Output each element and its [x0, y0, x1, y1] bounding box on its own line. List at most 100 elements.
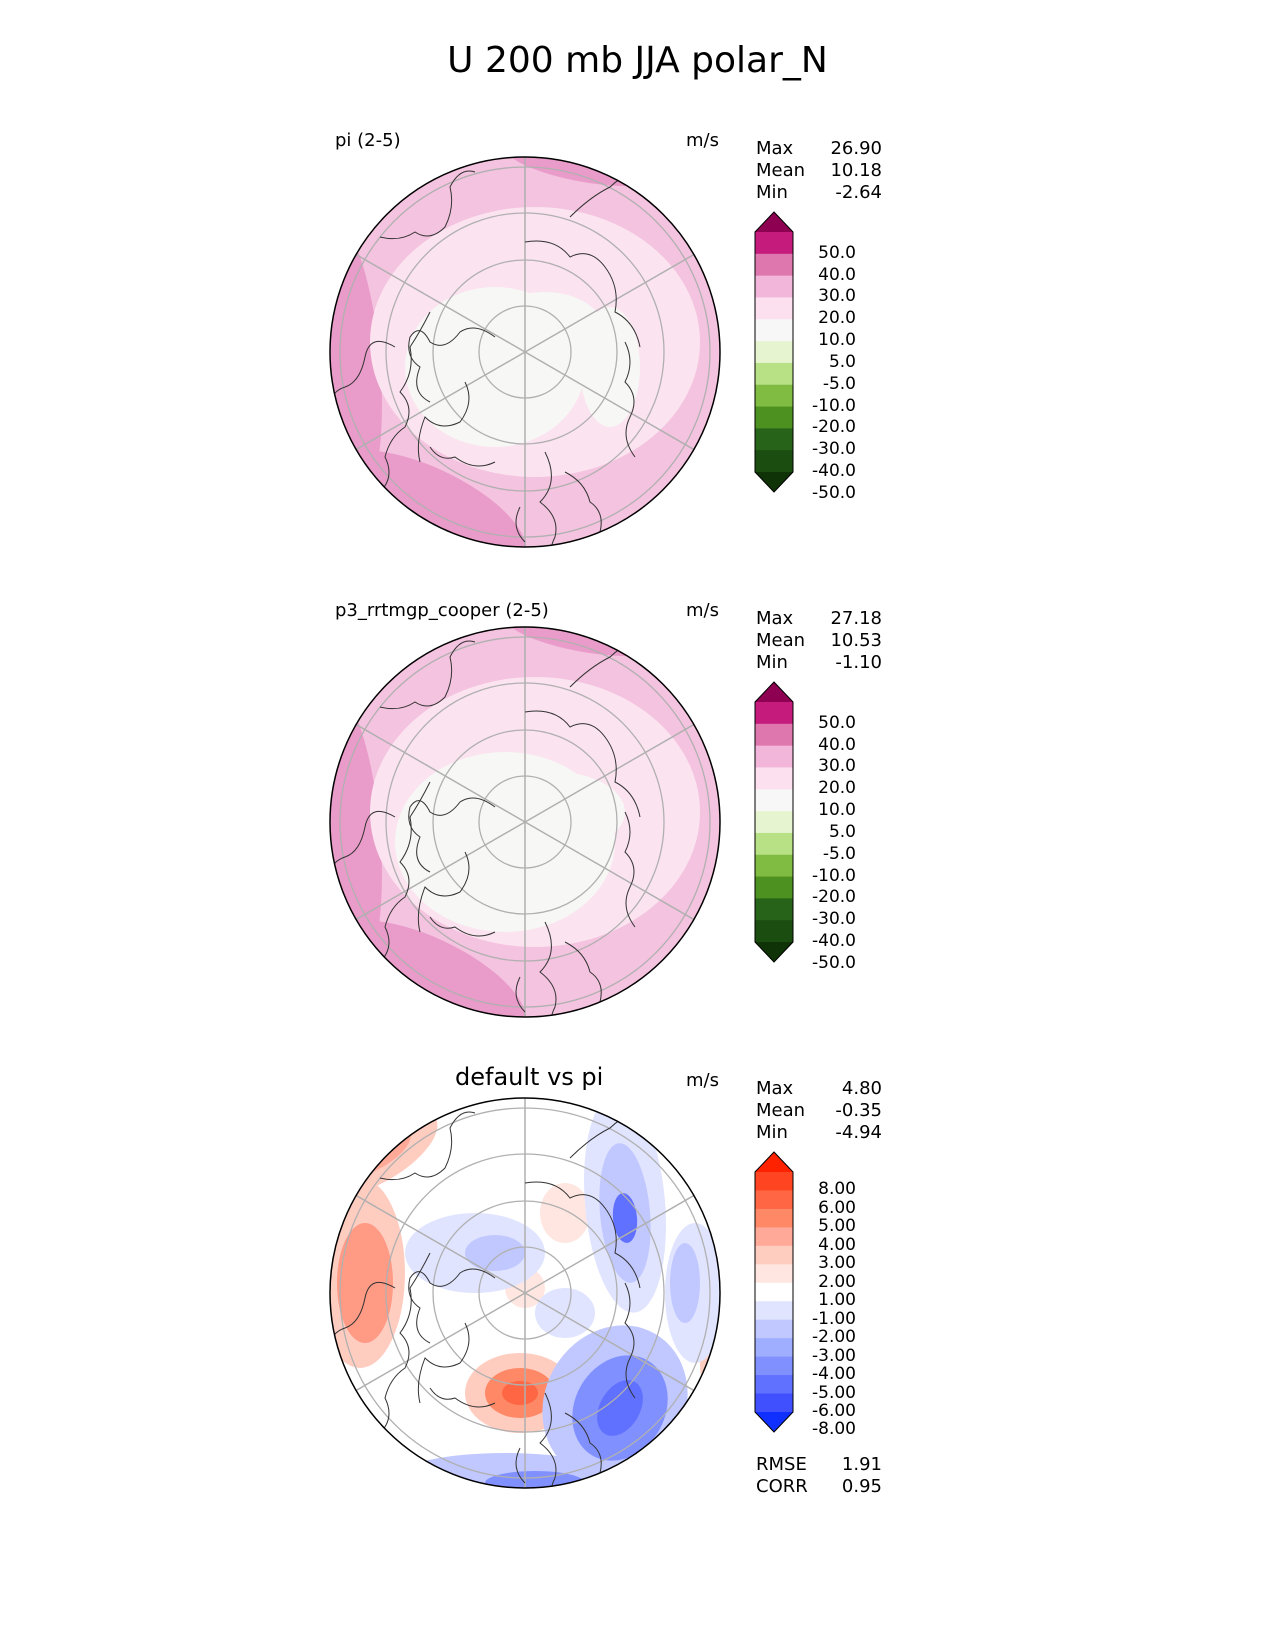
map-boundary: [329, 1097, 721, 1489]
colorbar-swatch: [755, 854, 793, 878]
colorbar-tick-label: -30.0: [812, 439, 856, 460]
colorbar-tick-label: -8.00: [812, 1419, 856, 1440]
colorbar-extend-top: [755, 1152, 793, 1172]
coastline: [624, 341, 636, 458]
colorbar-swatch: [755, 275, 793, 298]
coastline: [515, 1447, 526, 1484]
meridian-line: [355, 1194, 695, 1392]
coastline: [379, 311, 431, 493]
colorbar-swatch: [755, 341, 793, 364]
colorbar-extend-bottom: [755, 942, 793, 962]
colorbar-tick-label: -30.0: [812, 909, 856, 930]
field-region: [670, 1243, 700, 1323]
stat-value: 26.90: [830, 138, 882, 159]
stat-value: 27.18: [830, 608, 882, 629]
stat-name: Max: [756, 138, 794, 159]
colorbar-tick-label: 2.00: [818, 1271, 856, 1292]
stat-value: -4.94: [835, 1122, 882, 1143]
colorbar-swatch: [755, 428, 793, 451]
colorbar-swatch: [755, 702, 793, 725]
colorbar-swatch: [755, 1393, 793, 1413]
panel2-stats: Max 27.18 Mean 10.53 Min -1.10: [756, 608, 882, 674]
colorbar-swatch: [755, 1264, 793, 1284]
colorbar-tick-label: 10.0: [818, 330, 856, 351]
colorbar-tick-label: 10.0: [818, 800, 856, 821]
colorbar-swatch: [755, 253, 793, 277]
map-panel-diff: [329, 1097, 721, 1489]
colorbar-tick-label: 6.00: [818, 1197, 856, 1218]
colorbar-tick-label: 4.00: [818, 1234, 856, 1255]
coastline: [408, 1268, 496, 1344]
coastline: [379, 1111, 476, 1181]
colorbar-tick-label: 5.0: [828, 351, 856, 372]
panel1-stats: Max 26.90 Mean 10.18 Min -2.64: [756, 138, 882, 204]
stat-name: Mean: [756, 630, 806, 651]
coastline: [408, 327, 496, 403]
colorbar-swatch: [755, 1245, 793, 1265]
coastline: [429, 916, 496, 937]
map-fill: [330, 1098, 720, 1488]
colorbar-tick-label: -4.00: [812, 1364, 856, 1385]
field-region: [540, 1183, 590, 1243]
stat-name: RMSE: [756, 1454, 807, 1475]
coastline: [429, 1387, 496, 1408]
coastline: [379, 170, 476, 240]
coastline: [417, 851, 470, 933]
coastline: [524, 710, 641, 818]
map-boundary: [329, 626, 721, 1018]
coastline: [408, 797, 496, 873]
panel3-title: default vs pi: [455, 1063, 604, 1091]
coastline: [379, 781, 431, 963]
colorbar-tick-label: 30.0: [818, 756, 856, 777]
stat-name: Max: [756, 1078, 794, 1099]
colorbar-extend-top: [755, 682, 793, 702]
colorbar-swatch: [755, 1319, 793, 1339]
stat-value: 10.53: [830, 630, 882, 651]
field-region: [535, 1288, 595, 1338]
map-panel-p3: [329, 626, 721, 1018]
colorbar-tick-label: 50.0: [818, 242, 856, 263]
panel3-extra-stats: RMSE 1.91 CORR 0.95: [756, 1454, 882, 1498]
colorbar-swatch: [755, 406, 793, 429]
colorbar-swatch: [755, 319, 793, 342]
stat-name: Min: [756, 1122, 788, 1143]
colorbar-swatch: [755, 920, 793, 943]
coastline: [417, 1322, 470, 1404]
stat-value: -1.10: [835, 652, 882, 673]
stat-value: 0.95: [841, 1476, 882, 1497]
stat-name: Mean: [756, 160, 806, 181]
coastline: [417, 381, 470, 463]
coastline: [524, 240, 641, 348]
colorbar-swatch: [755, 898, 793, 921]
colorbar-tick-label: -5.00: [812, 1382, 856, 1403]
panel1-label: pi (2-5): [335, 130, 401, 151]
panel1-units: m/s: [686, 130, 719, 151]
stat-value: 10.18: [830, 160, 882, 181]
field-region: [485, 292, 605, 372]
colorbar-tick-label: -10.0: [812, 395, 856, 416]
colorbar-swatch: [755, 1301, 793, 1321]
map-fill: [330, 157, 720, 547]
colorbar-tick-label: 40.0: [818, 734, 856, 755]
colorbar-swatch: [755, 1208, 793, 1228]
colorbar-diff: [754, 1151, 794, 1433]
colorbar-tick-label: 8.00: [818, 1179, 856, 1200]
colorbar-swatch: [755, 297, 793, 320]
colorbar-swatch: [755, 1190, 793, 1210]
colorbar-swatch: [755, 232, 793, 255]
colorbar-swatch: [755, 832, 793, 856]
stat-name: CORR: [756, 1476, 808, 1497]
stat-value: 1.91: [841, 1454, 882, 1475]
map-boundary: [329, 156, 721, 548]
coastline: [539, 921, 561, 1017]
coastline: [429, 446, 496, 467]
meridian-line: [355, 253, 695, 451]
colorbar-p3: [754, 681, 794, 963]
field-region: [502, 1381, 538, 1405]
colorbar-tick-label: -20.0: [812, 887, 856, 908]
colorbar-outline: [754, 681, 794, 963]
colorbar-swatch: [755, 811, 793, 834]
colorbar-tick-label: -40.0: [812, 931, 856, 951]
colorbar-tick-label: -2.00: [812, 1327, 856, 1348]
